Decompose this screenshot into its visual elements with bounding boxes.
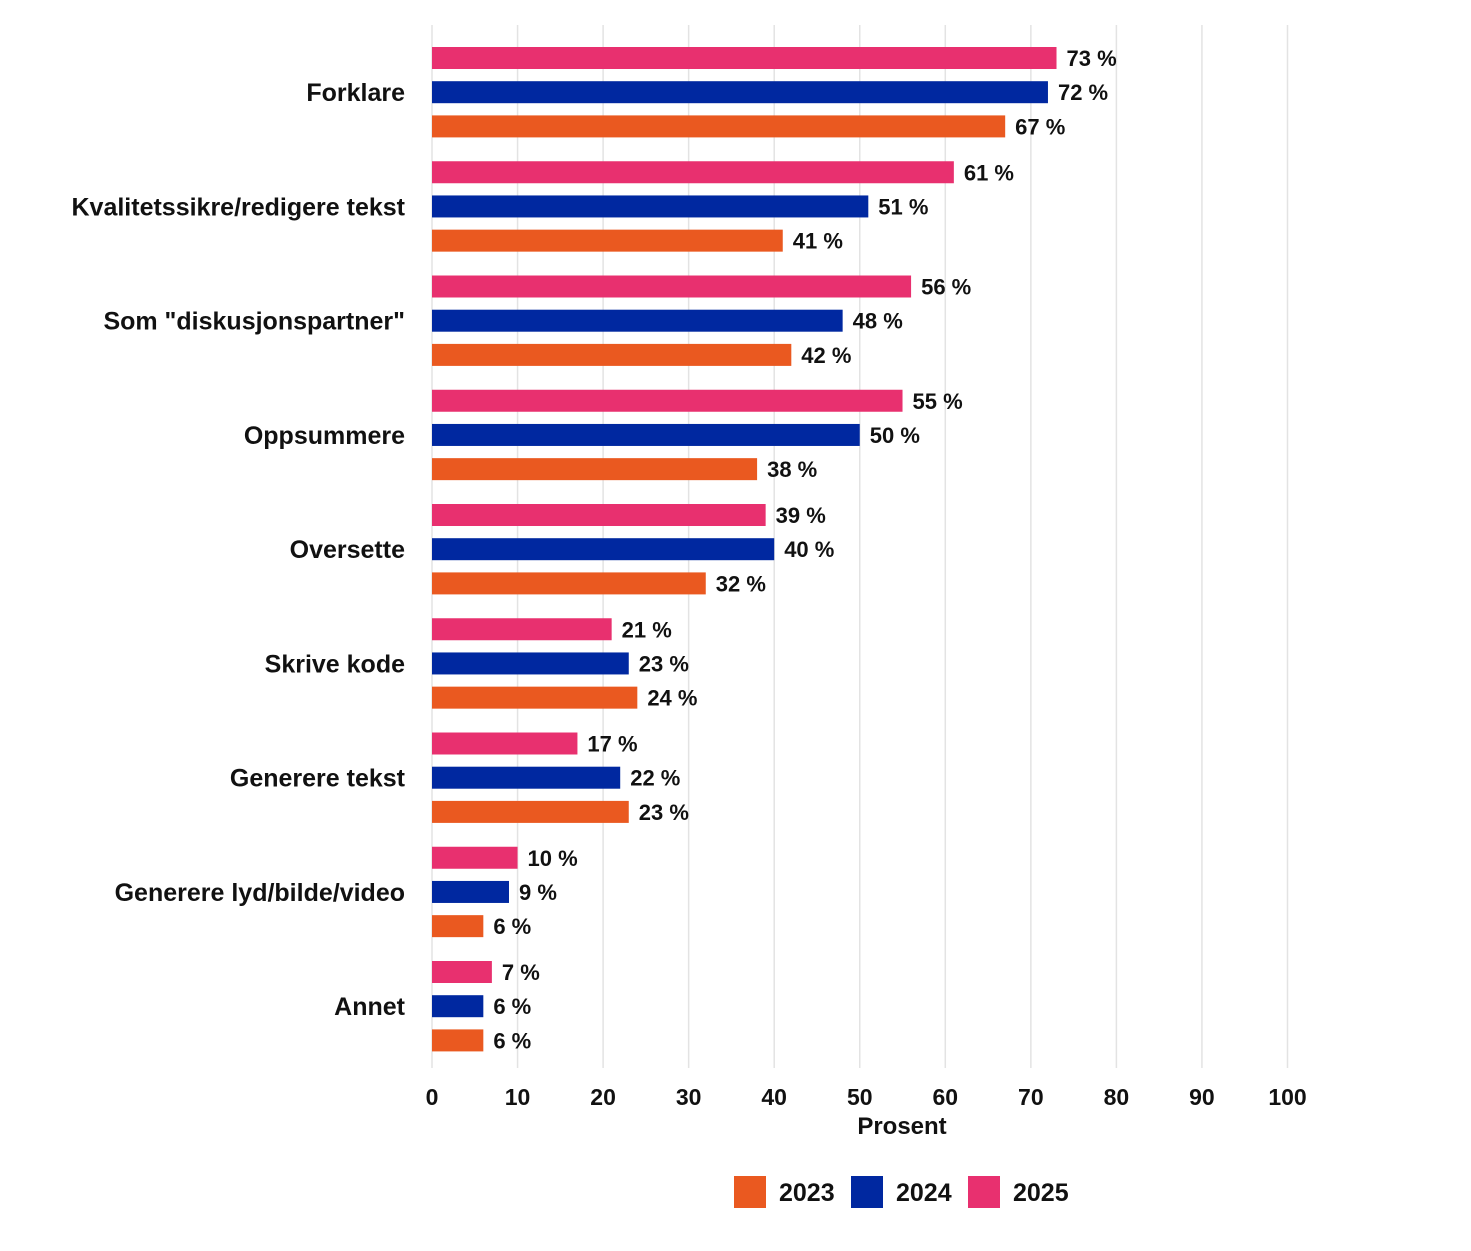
x-tick-label: 80	[1104, 1084, 1130, 1110]
bar-2023	[432, 229, 783, 252]
bar-2023	[432, 800, 629, 823]
data-label: 39 %	[776, 503, 826, 528]
data-label: 55 %	[913, 389, 963, 414]
category-label: Forklare	[306, 79, 405, 107]
data-label: 42 %	[801, 343, 851, 368]
legend-swatch-2025	[968, 1176, 1000, 1208]
data-label: 51 %	[878, 194, 928, 219]
data-label: 72 %	[1058, 80, 1108, 105]
x-axis-title: Prosent	[857, 1113, 946, 1140]
category-label: Oversette	[290, 536, 405, 564]
data-label: 23 %	[639, 651, 689, 676]
data-label: 22 %	[630, 766, 680, 791]
data-label: 67 %	[1015, 114, 1065, 139]
x-tick-label: 50	[847, 1084, 873, 1110]
bar-2023	[432, 458, 758, 481]
bar-2023	[432, 343, 792, 366]
data-label: 50 %	[870, 423, 920, 448]
data-label: 41 %	[793, 229, 843, 254]
data-label: 17 %	[587, 732, 637, 757]
data-label: 10 %	[528, 846, 578, 871]
bar-2025	[432, 618, 612, 641]
legend-label-2023: 2023	[779, 1179, 835, 1207]
data-label: 48 %	[853, 309, 903, 334]
data-label: 7 %	[502, 960, 540, 985]
x-tick-label: 30	[676, 1084, 702, 1110]
x-tick-label: 10	[505, 1084, 531, 1110]
legend-swatch-2024	[851, 1176, 883, 1208]
legend-label-2025: 2025	[1013, 1179, 1069, 1207]
bar-2025	[432, 504, 766, 526]
category-labels: Forklare Kvalitetssikre/redigere tekst Som…	[71, 79, 405, 1021]
category-label: Skrive kode	[265, 650, 405, 678]
bar-2024	[432, 652, 629, 675]
category-label: Annet	[334, 993, 406, 1021]
data-label: 38 %	[767, 457, 817, 482]
data-label: 32 %	[716, 571, 766, 596]
bar-2024	[432, 81, 1048, 104]
data-label: 56 %	[921, 275, 971, 300]
category-label: Generere tekst	[230, 765, 406, 793]
category-label: Som "diskusjonspartner"	[103, 308, 405, 336]
category-label: Kvalitetssikre/redigere tekst	[71, 193, 405, 221]
bar-2024	[432, 423, 860, 446]
x-tick-label: 90	[1189, 1084, 1215, 1110]
x-axis-ticks: 0 10 20 30 40 50 60 70 80 90 100	[426, 1084, 1307, 1110]
legend: 2023 2024 2025	[734, 1176, 1069, 1208]
bar-2024	[432, 309, 843, 332]
x-tick-label: 0	[426, 1084, 439, 1110]
data-label: 24 %	[647, 686, 697, 711]
data-label: 73 %	[1067, 46, 1117, 71]
data-label: 21 %	[622, 617, 672, 642]
x-tick-label: 40	[761, 1084, 787, 1110]
data-label: 6 %	[493, 994, 531, 1019]
legend-label-2024: 2024	[896, 1179, 952, 1207]
data-label: 6 %	[493, 914, 531, 939]
bar-2023	[432, 115, 1006, 138]
bar-2023	[432, 1029, 484, 1052]
legend-swatch-2023	[734, 1176, 766, 1208]
x-tick-label: 20	[590, 1084, 616, 1110]
x-tick-label: 70	[1018, 1084, 1044, 1110]
category-label: Generere lyd/bilde/video	[115, 879, 405, 907]
bar-2024	[432, 880, 509, 903]
bar-2023	[432, 572, 706, 595]
bar-2025	[432, 47, 1057, 69]
value-labels: 73 % 72 % 67 %61 % 51 % 41 % 56 % 48 %42 % 55 %…	[493, 46, 1116, 1053]
bar-2024	[432, 766, 621, 789]
bar-2025	[432, 161, 954, 184]
data-label: 61 %	[964, 160, 1014, 185]
data-label: 40 %	[784, 537, 834, 562]
data-label: 9 %	[519, 880, 557, 905]
bar-2025	[432, 275, 912, 298]
bar-2024	[432, 195, 869, 218]
bar-2024	[432, 995, 484, 1018]
category-label: Oppsummere	[244, 422, 405, 450]
data-label: 6 %	[493, 1028, 531, 1053]
bars	[432, 47, 1057, 1052]
bar-2025	[432, 846, 518, 869]
bar-2023	[432, 915, 484, 938]
data-label: 23 %	[639, 800, 689, 825]
bar-2025	[432, 732, 578, 755]
x-tick-label: 60	[933, 1084, 959, 1110]
bar-2024	[432, 538, 775, 561]
bar-2023	[432, 686, 638, 709]
bar-2025	[432, 961, 492, 983]
bar-2025	[432, 389, 903, 412]
x-tick-label: 100	[1268, 1084, 1306, 1110]
